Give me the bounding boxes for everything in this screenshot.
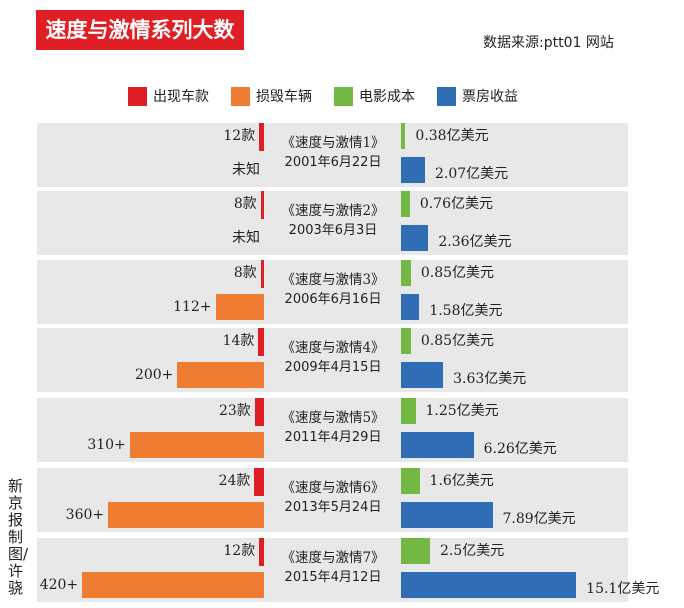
destroyed-label: 360+	[65, 507, 105, 523]
release-date: 2015年4月12日	[284, 570, 382, 585]
legend-item: 电影成本	[334, 86, 415, 106]
destroyed-label: 420+	[39, 577, 79, 593]
film-row: 12款未知 《速度与激情1》 2001年6月22日 0.38亿美元 2.07亿美元	[37, 123, 628, 187]
cars-bar	[258, 328, 264, 356]
data-source: 数据来源:ptt01 网站	[483, 35, 614, 51]
film-info: 《速度与激情6》 2013年5月24日	[265, 478, 401, 518]
cost-label: 0.85亿美元	[420, 333, 495, 349]
film-info: 《速度与激情5》 2011年4月29日	[265, 408, 401, 448]
film-row: 8款未知 《速度与激情2》 2003年6月3日 0.76亿美元 2.36亿美元	[37, 191, 628, 255]
destroyed-label: 200+	[134, 367, 174, 383]
box-office-bar	[401, 362, 444, 388]
destroyed-label: 310+	[87, 437, 126, 453]
legend: 出现车款 损毁车辆 电影成本 票房收益	[128, 86, 518, 106]
cost-bar	[401, 538, 430, 564]
legend-swatch	[334, 86, 353, 106]
box-office-label: 2.36亿美元	[438, 234, 512, 250]
film-name: 《速度与激情6》	[281, 480, 385, 496]
destroyed-bar	[215, 294, 264, 320]
film-row: 12款 420+ 《速度与激情7》 2015年4月12日 2.5亿美元 15.1亿美元	[37, 538, 659, 602]
cars-bar	[260, 191, 264, 219]
release-date: 2013年5月24日	[284, 500, 382, 515]
film-info: 《速度与激情2》 2003年6月3日	[265, 201, 401, 241]
chart-title: 速度与激情系列大数据	[36, 10, 244, 82]
destroyed-label: 112+	[173, 299, 212, 315]
destroyed-bar	[82, 572, 264, 598]
release-date: 2003年6月3日	[288, 223, 378, 238]
box-office-bar	[401, 432, 474, 458]
box-office-bar	[401, 294, 420, 320]
box-office-bar	[401, 572, 577, 598]
legend-label: 电影成本	[359, 89, 415, 105]
film-name: 《速度与激情3》	[281, 272, 385, 288]
cost-label: 2.5亿美元	[440, 543, 505, 559]
box-office-bar	[401, 225, 429, 251]
destroyed-label: 未知	[232, 162, 260, 178]
film-info: 《速度与激情4》 2009年4月15日	[265, 338, 401, 378]
film-info: 《速度与激情7》 2015年4月12日	[265, 548, 401, 588]
box-office-bar	[401, 502, 493, 528]
film-row: 14款 200+ 《速度与激情4》 2009年4月15日 0.85亿美元 3.63亿美元	[37, 328, 628, 392]
cars-bar	[254, 468, 264, 496]
legend-label: 票房收益	[462, 89, 518, 105]
box-office-label: 3.63亿美元	[453, 371, 527, 387]
cars-bar	[259, 538, 264, 566]
box-office-label: 15.1亿美元	[586, 581, 660, 597]
film-info: 《速度与激情1》 2001年6月22日	[265, 133, 401, 173]
box-office-bar	[401, 157, 425, 183]
legend-swatch	[437, 86, 456, 106]
release-date: 2001年6月22日	[284, 155, 382, 170]
cost-label: 1.25亿美元	[425, 403, 499, 419]
cost-bar	[401, 260, 411, 286]
cost-bar	[401, 123, 406, 149]
legend-item: 票房收益	[437, 86, 518, 106]
destroyed-label: 未知	[232, 230, 260, 246]
cost-label: 0.38亿美元	[415, 128, 489, 144]
cost-label: 1.6亿美元	[429, 473, 494, 489]
legend-swatch	[231, 86, 250, 106]
cost-bar	[401, 191, 410, 217]
cost-bar	[401, 468, 420, 494]
film-name: 《速度与激情5》	[281, 410, 385, 426]
cars-label: 8款	[233, 196, 257, 212]
destroyed-bar	[129, 432, 264, 458]
film-row: 24款 360+ 《速度与激情6》 2013年5月24日 1.6亿美元 7.89亿美元	[37, 468, 628, 532]
box-office-label: 7.89亿美元	[502, 511, 576, 527]
box-office-label: 2.07亿美元	[435, 166, 509, 182]
cars-label: 23款	[218, 403, 251, 419]
film-name: 《速度与激情1》	[281, 135, 385, 151]
film-name: 《速度与激情7》	[281, 550, 385, 566]
legend-swatch	[128, 86, 147, 106]
film-row: 23款 310+ 《速度与激情5》 2011年4月29日 1.25亿美元 6.26亿美元	[37, 398, 628, 462]
cars-bar	[254, 398, 264, 426]
cost-bar	[401, 328, 411, 354]
legend-item: 出现车款	[128, 86, 209, 106]
legend-label: 出现车款	[153, 89, 209, 105]
film-name: 《速度与激情4》	[281, 340, 385, 356]
cost-label: 0.76亿美元	[419, 196, 493, 212]
cost-label: 0.85亿美元	[420, 265, 495, 281]
cars-label: 24款	[218, 473, 251, 489]
legend-item: 损毁车辆	[231, 86, 312, 106]
cars-bar	[260, 260, 264, 288]
release-date: 2006年6月16日	[284, 292, 382, 307]
film-info: 《速度与激情3》 2006年6月16日	[265, 270, 401, 310]
release-date: 2011年4月29日	[284, 430, 382, 445]
cars-bar	[259, 123, 264, 151]
release-date: 2009年4月15日	[284, 360, 382, 375]
credit: 新京报制图/许骁	[8, 477, 29, 597]
box-office-label: 1.58亿美元	[429, 303, 503, 319]
cars-label: 8款	[233, 265, 257, 281]
cars-label: 12款	[223, 543, 256, 559]
legend-label: 损毁车辆	[256, 89, 312, 105]
destroyed-bar	[177, 362, 264, 388]
film-name: 《速度与激情2》	[281, 203, 385, 219]
destroyed-bar	[108, 502, 264, 528]
box-office-label: 6.26亿美元	[483, 441, 557, 457]
cars-label: 12款	[223, 128, 256, 144]
film-row: 8款 112+ 《速度与激情3》 2006年6月16日 0.85亿美元 1.58亿美元	[37, 260, 628, 324]
cost-bar	[401, 398, 416, 424]
cars-label: 14款	[222, 333, 255, 349]
